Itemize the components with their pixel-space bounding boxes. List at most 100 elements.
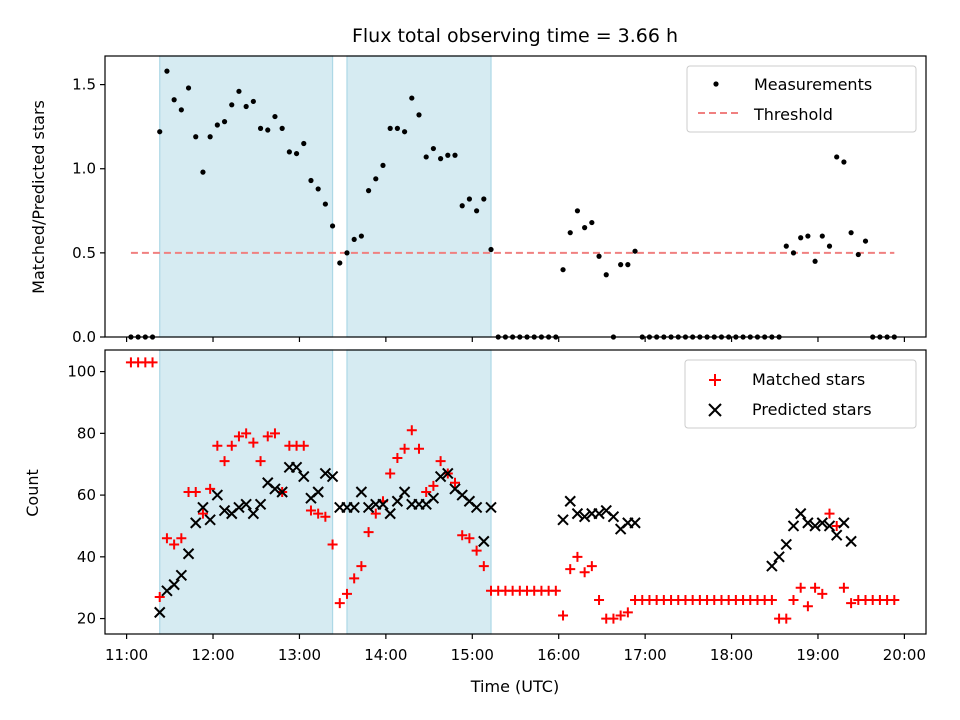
measurement-point: [848, 230, 854, 236]
measurement-point: [337, 260, 343, 266]
bottom-legend: Matched stars Predicted stars: [684, 359, 917, 429]
measurement-point: [164, 68, 170, 74]
matched-star-point: [341, 588, 352, 599]
measurement-point: [286, 149, 292, 155]
matched-star-point: [846, 598, 857, 609]
predicted-star-point: [427, 492, 440, 504]
measurement-point: [351, 236, 357, 243]
matched-stars-points: [125, 357, 900, 624]
matched-star-point: [190, 487, 201, 497]
predicted-star-point: [240, 498, 252, 511]
matched-star-point: [161, 533, 172, 544]
matched-star-point: [219, 456, 230, 467]
matched-star-point: [269, 428, 280, 439]
measurement-point: [862, 238, 869, 244]
measurement-point: [560, 267, 566, 273]
matched-star-point: [169, 539, 180, 550]
matched-star-point: [457, 530, 468, 541]
legend-predicted-label: Predicted stars: [752, 400, 872, 419]
measurement-point: [459, 203, 465, 209]
measurement-point: [157, 129, 163, 135]
measurement-point: [783, 243, 789, 249]
measurement-point: [257, 125, 264, 131]
matched-star-point: [305, 505, 316, 516]
predicted-star-point: [355, 486, 368, 498]
legend-threshold-label: Threshold: [753, 105, 833, 124]
bottom-x-tick-label: 13:00: [278, 646, 321, 664]
predicted-star-point: [326, 470, 339, 483]
predicted-star-point: [276, 486, 288, 498]
bottom-y-tick-label: 80: [77, 424, 96, 442]
matched-star-point: [802, 601, 813, 612]
predicted-star-point: [780, 538, 792, 551]
measurement-point: [603, 272, 609, 278]
predicted-star-point: [247, 507, 260, 520]
matched-star-point: [233, 431, 244, 442]
legend-matched-marker: [709, 374, 721, 386]
measurement-point: [798, 235, 804, 241]
measurement-point: [466, 196, 473, 202]
measurement-point: [841, 159, 847, 165]
measurement-point: [430, 145, 436, 152]
matched-star-point: [558, 610, 569, 621]
top-panel: 0.0 0.5 1.0 1.5 Flux total observing time =…: [29, 25, 927, 346]
matched-star-point: [478, 561, 489, 572]
matched-star-point: [572, 551, 583, 562]
measurement-point: [790, 250, 797, 256]
predicted-star-point: [845, 535, 857, 548]
measurement-point: [618, 262, 624, 268]
matched-star-point: [781, 613, 792, 624]
measurement-point: [474, 208, 480, 214]
measurement-point: [358, 233, 364, 239]
matched-star-point: [154, 591, 165, 602]
measurement-point: [272, 113, 278, 120]
measurement-point: [207, 134, 213, 140]
matched-star-point: [788, 595, 799, 606]
measurement-point: [214, 122, 220, 128]
measurement-points: [128, 68, 897, 340]
top-axes-frame: [104, 55, 927, 338]
measurement-point: [416, 112, 422, 118]
predicted-star-point: [168, 578, 180, 591]
matched-star-point: [579, 567, 590, 578]
measurement-point: [229, 102, 235, 108]
matched-star-point: [370, 508, 381, 519]
predicted-star-point: [442, 467, 454, 480]
matched-star-point: [212, 440, 223, 451]
predicted-stars-points: [154, 461, 857, 619]
matched-star-point: [824, 508, 835, 519]
measurement-point: [315, 186, 321, 192]
predicted-star-point: [348, 501, 360, 514]
bottom-x-ticks: 11:00 12:00 13:00 14:00 15:00 16:00 17:00 18:00…: [105, 634, 926, 664]
matched-star-point: [248, 437, 259, 448]
matched-star-point: [594, 595, 605, 606]
predicted-star-point: [802, 517, 814, 529]
matched-star-point: [298, 440, 309, 451]
measurement-point: [488, 246, 494, 253]
matched-star-point: [817, 588, 828, 599]
measurement-point: [221, 119, 228, 125]
legend-measurements-marker: [713, 81, 719, 87]
bottom-panel: 11:00 12:00 13:00 14:00 15:00 16:00 17:00 18:00…: [23, 349, 927, 696]
matched-star-point: [255, 456, 266, 467]
matched-star-point: [615, 610, 626, 621]
measurement-point: [171, 97, 177, 103]
predicted-star-point: [154, 606, 166, 619]
predicted-star-point: [571, 507, 584, 520]
measurement-point: [380, 162, 386, 168]
bottom-x-tick-label: 11:00: [105, 646, 148, 664]
predicted-star-point: [197, 501, 209, 514]
measurement-point: [452, 152, 458, 158]
measurement-point: [308, 177, 314, 184]
measurement-point: [438, 156, 444, 162]
top-y-ticks: 0.0 0.5 1.0 1.5: [72, 76, 105, 346]
predicted-star-point: [211, 489, 224, 501]
measurement-point: [200, 169, 206, 175]
predicted-star-point: [377, 498, 389, 511]
predicted-star-point: [190, 517, 202, 529]
matched-star-point: [197, 508, 208, 519]
predicted-star-point: [434, 470, 447, 483]
matched-star-point: [428, 480, 439, 491]
measurement-point: [394, 125, 400, 131]
predicted-star-point: [773, 551, 785, 563]
